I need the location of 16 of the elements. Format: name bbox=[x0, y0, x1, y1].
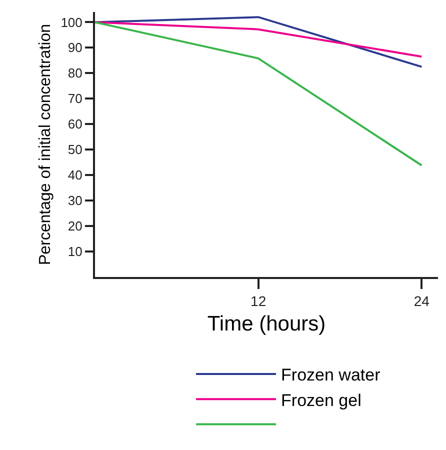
y-tick-label: 80 bbox=[68, 66, 82, 81]
y-tick-label: 20 bbox=[68, 218, 82, 234]
y-tick-label: 70 bbox=[68, 91, 82, 106]
y-tick-label: 30 bbox=[68, 193, 82, 208]
y-tick-label: 100 bbox=[60, 14, 82, 30]
legend-label: Frozen water bbox=[281, 366, 381, 385]
y-tick-label: 60 bbox=[68, 116, 82, 132]
y-tick-label: 50 bbox=[68, 142, 82, 158]
x-axis-title: Time (hours) bbox=[207, 312, 326, 336]
x-tick-label: 24 bbox=[414, 292, 430, 309]
x-tick-label: 12 bbox=[250, 292, 266, 309]
y-tick-label: 40 bbox=[68, 168, 82, 183]
y-tick-label: 10 bbox=[68, 244, 82, 260]
y-axis-title: Percentage of initial concentration bbox=[37, 24, 54, 266]
y-tick-label: 90 bbox=[68, 40, 82, 56]
legend-label: Frozen gel bbox=[281, 390, 362, 410]
